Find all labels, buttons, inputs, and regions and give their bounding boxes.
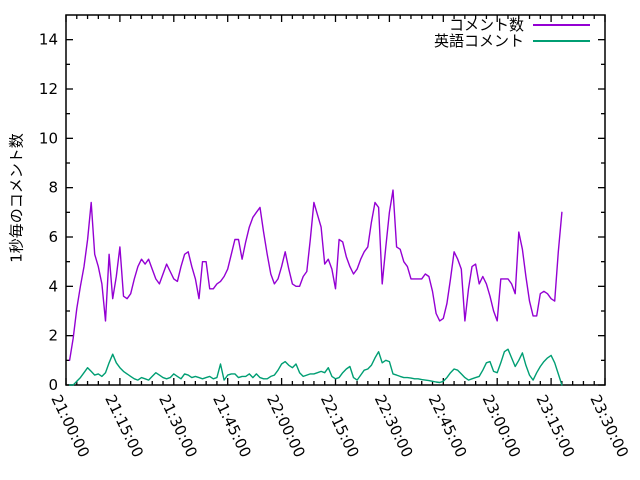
series-line-1 bbox=[68, 348, 563, 386]
y-tick-label: 4 bbox=[48, 277, 58, 295]
x-tick-label: 21:45:00 bbox=[209, 392, 255, 460]
y-tick-label: 0 bbox=[48, 376, 58, 394]
legend-line-sample-english-comments bbox=[533, 40, 590, 42]
plot-border bbox=[65, 14, 606, 386]
y-tick-label: 8 bbox=[48, 179, 58, 197]
series-line-0 bbox=[68, 189, 563, 361]
x-tick-label: 22:00:00 bbox=[263, 392, 309, 460]
legend: コメント数 英語コメント bbox=[434, 17, 590, 49]
x-tick-label: 21:00:00 bbox=[47, 392, 93, 460]
x-tick-label: 21:15:00 bbox=[101, 392, 147, 460]
legend-item-english-comments: 英語コメント bbox=[434, 33, 590, 49]
x-tick-label: 23:15:00 bbox=[533, 392, 579, 460]
x-tick-label: 23:00:00 bbox=[479, 392, 525, 460]
y-tick-label: 6 bbox=[48, 228, 58, 246]
legend-label-comments: コメント数 bbox=[448, 15, 524, 34]
legend-item-comments: コメント数 bbox=[449, 17, 590, 33]
y-axis-title: 1秒毎のコメント数 bbox=[7, 133, 26, 263]
y-tick-label: 10 bbox=[39, 129, 58, 147]
y-tick-label: 2 bbox=[48, 327, 58, 345]
x-tick-label: 23:30:00 bbox=[586, 392, 632, 460]
x-tick-label: 22:30:00 bbox=[371, 392, 417, 460]
y-tick-label: 14 bbox=[39, 31, 58, 49]
x-tick-label: 21:30:00 bbox=[155, 392, 201, 460]
x-tick-label: 22:15:00 bbox=[317, 392, 363, 460]
legend-label-english-comments: 英語コメント bbox=[433, 31, 524, 50]
x-tick-label: 22:45:00 bbox=[425, 392, 471, 460]
y-tick-label: 12 bbox=[39, 80, 58, 98]
legend-line-sample-comments bbox=[533, 24, 590, 26]
